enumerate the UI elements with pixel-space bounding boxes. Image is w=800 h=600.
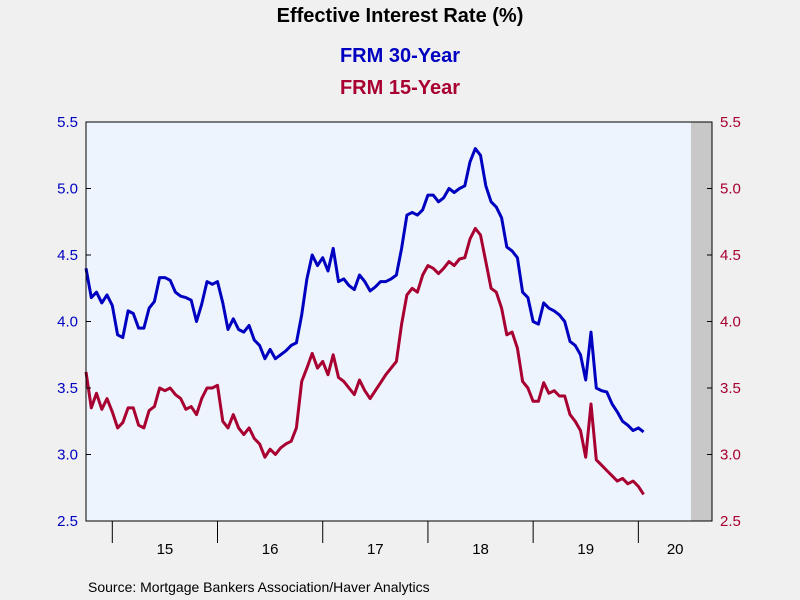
y-tick-label-right: 2.5 — [720, 513, 741, 530]
y-tick-label-right: 4.0 — [720, 314, 741, 331]
x-tick-label: 18 — [472, 541, 489, 558]
y-tick-label-left: 3.0 — [57, 447, 78, 464]
series-line-frm-15-year — [84, 226, 645, 496]
x-tick-label: 15 — [157, 541, 174, 558]
y-tick-label-right: 3.0 — [720, 447, 741, 464]
y-tick-label-right: 5.0 — [720, 181, 741, 198]
x-tick-label: 16 — [262, 541, 279, 558]
y-tick-label-right: 4.5 — [720, 247, 741, 264]
chart-title: Effective Interest Rate (%) — [277, 5, 524, 27]
legend-frm-15-year: FRM 15-Year — [340, 77, 460, 99]
x-tick-label: 17 — [367, 541, 384, 558]
y-tick-label-left: 5.0 — [57, 181, 78, 198]
series-line-frm-30-year — [84, 147, 645, 434]
plot-area — [86, 122, 712, 521]
x-tick-label: 20 — [667, 541, 684, 558]
y-tick-label-right: 5.5 — [720, 114, 741, 131]
y-tick-label-left: 2.5 — [57, 513, 78, 530]
y-tick-label-left: 5.5 — [57, 114, 78, 131]
y-tick-label-left: 3.5 — [57, 380, 78, 397]
y-tick-label-left: 4.0 — [57, 314, 78, 331]
source-note: Source: Mortgage Bankers Association/Hav… — [88, 579, 430, 595]
shaded-region — [690, 122, 712, 521]
y-tick-label-right: 3.5 — [720, 380, 741, 397]
x-tick-label: 19 — [577, 541, 594, 558]
legend-frm-30-year: FRM 30-Year — [340, 45, 460, 67]
y-tick-label-left: 4.5 — [57, 247, 78, 264]
